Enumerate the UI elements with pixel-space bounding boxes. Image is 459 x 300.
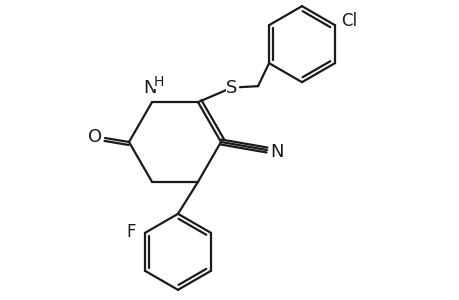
Text: N: N	[143, 79, 157, 97]
Text: Cl: Cl	[340, 12, 356, 30]
Text: H: H	[153, 75, 164, 89]
Text: O: O	[88, 128, 102, 146]
Text: S: S	[226, 79, 237, 97]
Text: F: F	[126, 223, 135, 241]
Text: N: N	[270, 143, 283, 161]
